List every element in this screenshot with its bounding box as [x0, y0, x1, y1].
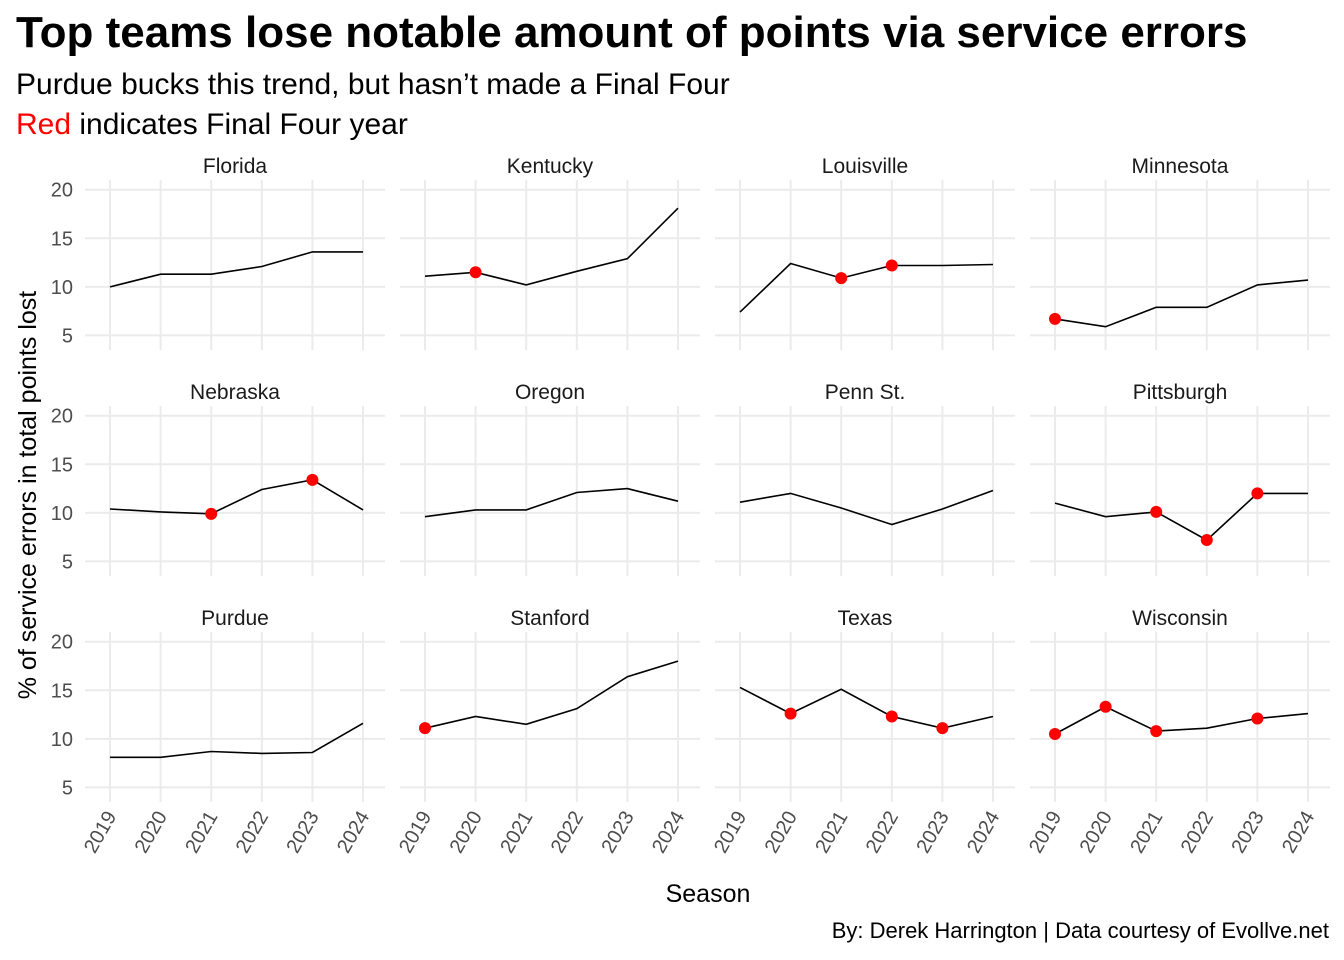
- final-four-point-wisconsin-2020: [1099, 700, 1112, 713]
- final-four-point-louisville-2021: [835, 272, 848, 285]
- x-tick-label: 2019: [395, 808, 436, 858]
- panel-purdue: Purdue 5 10 15 20 2019 2020 2021 2022 2023 2024: [51, 607, 385, 857]
- y-tick-label: 10: [51, 277, 73, 299]
- final-four-point-pittsburgh-2022: [1200, 534, 1213, 547]
- series-line-penn-st: [739, 489, 994, 526]
- x-tick-label: 2023: [282, 808, 323, 858]
- panel-kentucky: Kentucky: [400, 155, 700, 350]
- final-four-point-wisconsin-2021: [1150, 725, 1163, 738]
- chart-subtitle: Purdue bucks this trend, but hasn’t made…: [16, 68, 730, 101]
- panel-louisville: Louisville: [715, 155, 1015, 350]
- x-tick-label: 2019: [710, 808, 751, 858]
- x-tick-label: 2022: [862, 808, 903, 858]
- x-tick-label: 2024: [1278, 808, 1319, 858]
- series-line-stanford: [424, 660, 679, 729]
- faceted-line-chart: Florida 5 10 15 20 Kentucky Louisville Minnesot…: [14, 155, 1330, 908]
- series-line-minnesota: [1054, 279, 1309, 328]
- facet-label-louisville: Louisville: [822, 155, 908, 178]
- x-tick-label: 2021: [811, 808, 852, 858]
- chart-title: Top teams lose notable amount of points …: [16, 8, 1248, 57]
- y-tick-label: 15: [51, 680, 73, 702]
- panel-penn-st: Penn St.: [715, 381, 1015, 576]
- facet-label-pittsburgh: Pittsburgh: [1133, 381, 1228, 404]
- series-line-florida: [109, 251, 363, 288]
- series-line-pittsburgh: [1054, 492, 1308, 542]
- legend-note-text: indicates Final Four year: [71, 108, 408, 141]
- final-four-point-wisconsin-2019: [1049, 728, 1061, 740]
- facet-label-wisconsin: Wisconsin: [1132, 607, 1228, 630]
- panel-wisconsin: Wisconsin 2019 2020 2021 2022 2023 2024: [1025, 607, 1330, 857]
- x-tick-label: 2020: [761, 808, 802, 858]
- facet-label-purdue: Purdue: [201, 607, 269, 630]
- facet-label-texas: Texas: [838, 607, 893, 630]
- x-tick-label: 2019: [80, 808, 121, 858]
- x-tick-label: 2020: [446, 808, 487, 858]
- y-tick-label: 5: [62, 777, 73, 799]
- chart-subtitle-legend-note: Red indicates Final Four year: [16, 108, 408, 142]
- x-tick-label: 2023: [912, 808, 953, 858]
- final-four-point-pittsburgh-2021: [1150, 505, 1163, 518]
- x-tick-label: 2023: [1227, 808, 1268, 858]
- y-tick-label: 20: [51, 632, 73, 654]
- y-tick-label: 15: [51, 454, 73, 476]
- x-tick-label: 2022: [232, 808, 273, 858]
- panel-texas: Texas 2019 2020 2021 2022 2023 2024: [710, 607, 1015, 857]
- final-four-point-kentucky-2020: [469, 266, 482, 279]
- series-line-nebraska: [109, 478, 364, 515]
- final-four-point-texas-2022: [885, 710, 898, 723]
- x-tick-label: 2024: [648, 808, 689, 858]
- facet-label-stanford: Stanford: [510, 607, 589, 630]
- panel-pittsburgh: Pittsburgh: [1030, 381, 1330, 576]
- y-tick-label: 10: [51, 729, 73, 751]
- x-tick-label: 2022: [547, 808, 588, 858]
- y-tick-label: 15: [51, 228, 73, 250]
- panel-oregon: Oregon: [400, 381, 700, 576]
- final-four-point-wisconsin-2023: [1251, 712, 1264, 725]
- series-line-oregon: [424, 487, 679, 518]
- facet-label-minnesota: Minnesota: [1132, 155, 1229, 178]
- chart-panels: Florida 5 10 15 20 Kentucky Louisville Minnesot…: [51, 155, 1330, 857]
- series-line-texas: [739, 686, 994, 730]
- facet-label-florida: Florida: [203, 155, 268, 178]
- y-axis-title: % of service errors in total points lost: [14, 291, 42, 700]
- y-tick-label: 20: [51, 406, 73, 428]
- x-tick-label: 2020: [1076, 808, 1117, 858]
- x-tick-label: 2024: [963, 808, 1004, 858]
- final-four-point-texas-2023: [936, 722, 949, 735]
- x-tick-label: 2021: [496, 808, 537, 858]
- series-line-louisville: [739, 262, 994, 313]
- red-highlight-word: Red: [16, 108, 72, 141]
- x-axis-title: Season: [666, 880, 751, 908]
- x-tick-label: 2019: [1025, 808, 1066, 858]
- x-tick-label: 2021: [181, 808, 222, 858]
- y-tick-label: 5: [62, 551, 73, 573]
- final-four-point-louisville-2022: [885, 259, 898, 272]
- x-tick-label: 2021: [1126, 808, 1167, 858]
- x-tick-label: 2022: [1177, 808, 1218, 858]
- x-tick-label: 2024: [333, 808, 374, 858]
- y-tick-label: 20: [51, 180, 73, 202]
- y-tick-label: 10: [51, 503, 73, 525]
- panel-nebraska: Nebraska 5 10 15 20: [51, 381, 385, 576]
- facet-label-oregon: Oregon: [515, 381, 585, 404]
- final-four-point-texas-2020: [784, 707, 797, 720]
- series-line-wisconsin: [1054, 705, 1309, 735]
- series-line-purdue: [110, 722, 364, 759]
- facet-label-penn-st: Penn St.: [825, 381, 906, 404]
- final-four-point-minnesota-2019: [1049, 312, 1061, 325]
- panel-minnesota: Minnesota: [1030, 155, 1330, 350]
- x-tick-label: 2020: [131, 808, 172, 858]
- series-line-kentucky: [424, 207, 679, 286]
- final-four-point-nebraska-2021: [205, 507, 218, 520]
- x-tick-label: 2023: [597, 808, 638, 858]
- final-four-point-stanford-2019: [419, 722, 431, 735]
- chart-caption: By: Derek Harrington | Data courtesy of …: [831, 918, 1329, 943]
- facet-label-kentucky: Kentucky: [507, 155, 594, 178]
- y-tick-label: 5: [62, 325, 73, 347]
- panel-stanford: Stanford 2019 2020 2021 2022 2023 2024: [395, 607, 700, 857]
- facet-label-nebraska: Nebraska: [190, 381, 280, 404]
- final-four-point-nebraska-2023: [306, 473, 319, 486]
- final-four-point-pittsburgh-2023: [1251, 487, 1264, 500]
- panel-florida: Florida 5 10 15 20: [51, 155, 385, 350]
